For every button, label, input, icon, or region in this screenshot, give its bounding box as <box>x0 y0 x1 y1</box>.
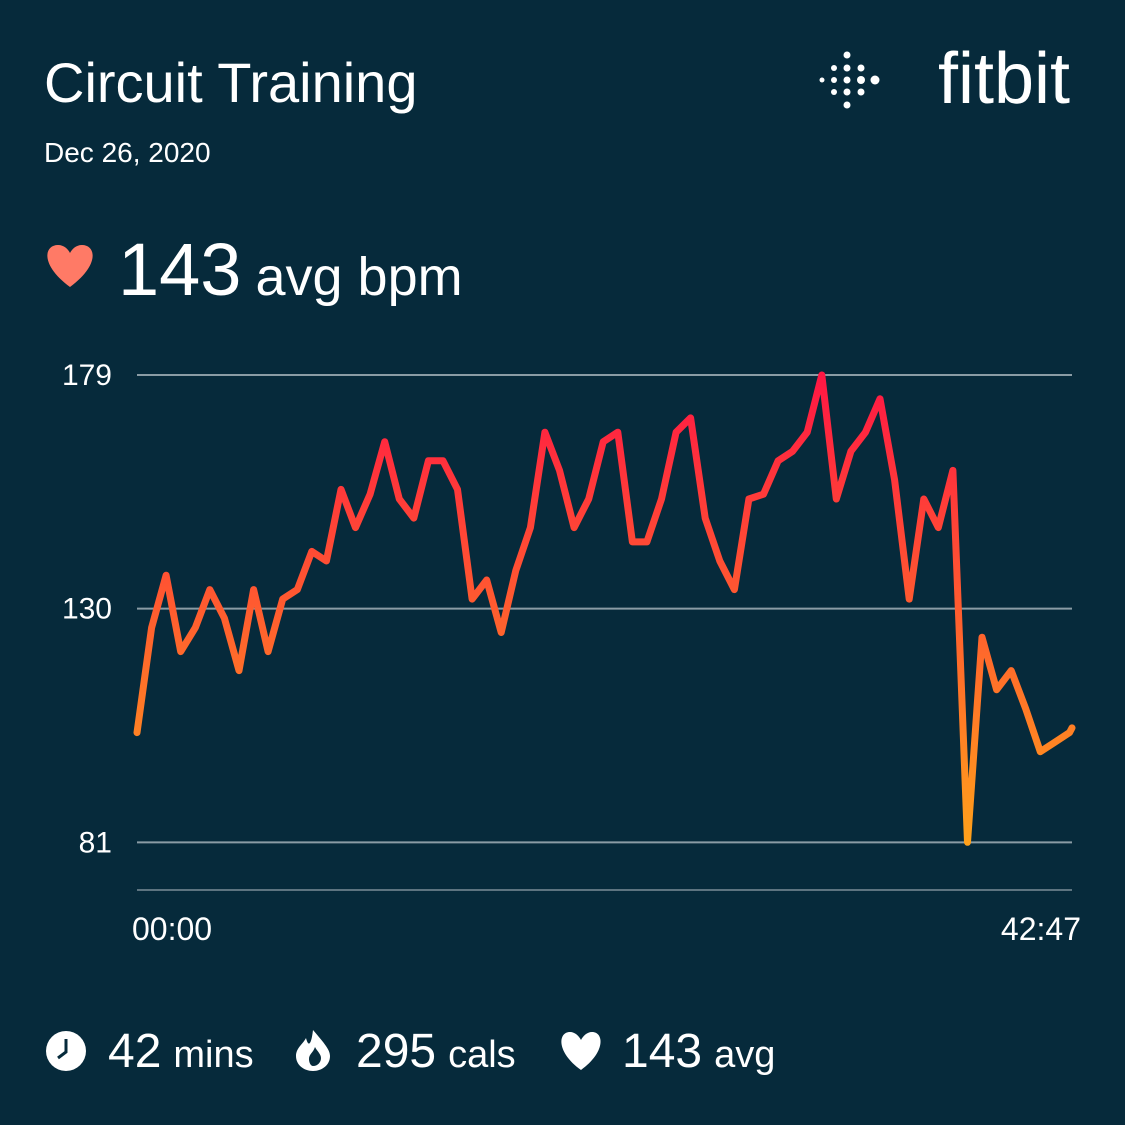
stat-value: 143 <box>622 1025 702 1078</box>
avg-unit: avg bpm <box>255 247 462 307</box>
stat-heart: 143 avg <box>622 1025 775 1078</box>
logo-dots <box>819 51 880 109</box>
stat-duration: 42 mins <box>108 1025 254 1078</box>
logo-text: fitbit <box>938 39 1070 119</box>
y-tick-label: 130 <box>62 593 112 626</box>
y-tick-label: 81 <box>79 826 112 859</box>
x-tick-label: 00:00 <box>132 911 212 947</box>
y-tick-label: 179 <box>62 359 112 392</box>
stat-unit: cals <box>448 1034 516 1076</box>
heart-rate-line <box>133 371 1076 846</box>
stat-value: 42 <box>108 1025 161 1078</box>
heart-icon <box>47 245 93 287</box>
stat-unit: avg <box>714 1034 775 1076</box>
avg-value: 143 <box>118 228 241 311</box>
x-tick-label: 42:47 <box>1001 911 1081 947</box>
clock-hands <box>57 1039 68 1060</box>
workout-date: Dec 26, 2020 <box>44 137 211 168</box>
avg-bpm: 143 avg bpm <box>118 228 463 311</box>
stat-value: 295 <box>356 1025 436 1078</box>
stat-calories: 295 cals <box>356 1025 516 1078</box>
heart-small-icon <box>561 1032 601 1070</box>
chart: 81 130 179 00:00 42:47 <box>62 359 1081 947</box>
flame-icon <box>296 1030 330 1071</box>
workout-title: Circuit Training <box>44 51 417 114</box>
stat-unit: mins <box>173 1034 253 1076</box>
